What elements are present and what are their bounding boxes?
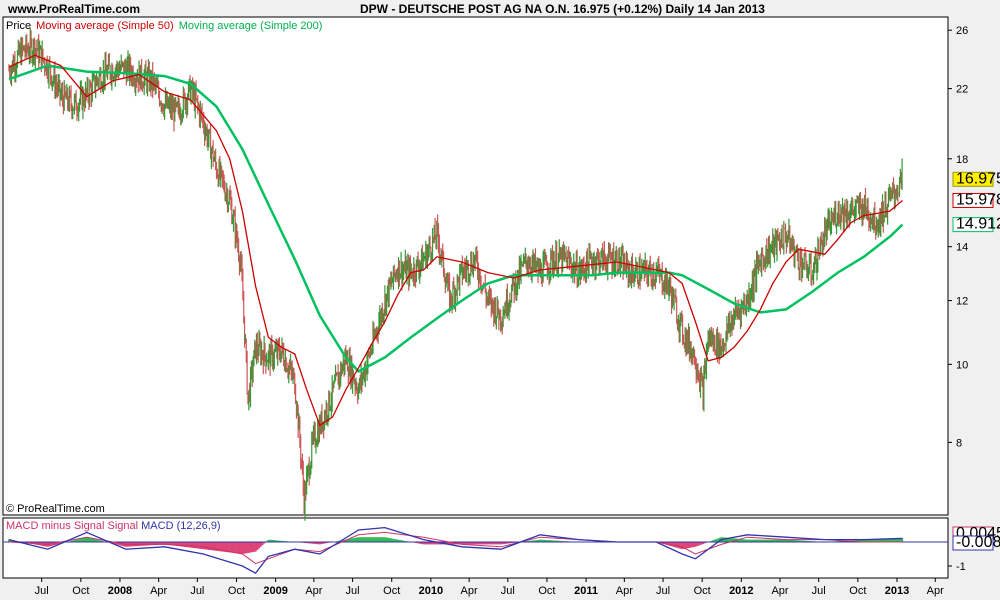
legend-ma50: Moving average (Simple 50) (36, 20, 174, 32)
price-legend: Price Moving average (Simple 50) Moving … (6, 20, 324, 32)
x-tick-label: 2008 (108, 585, 132, 597)
copyright: © ProRealTime.com (6, 503, 105, 515)
x-tick-label: Oct (538, 585, 555, 597)
last-ma50-badge-box (952, 192, 994, 208)
y-tick-label: 10 (956, 359, 968, 371)
y-tick-label: 26 (956, 25, 968, 37)
legend-macd-hist: MACD minus Signal (6, 520, 105, 532)
x-tick-label: Jul (346, 585, 360, 597)
last-ma200-badge-box (952, 217, 994, 233)
last-ma200-badge: 14.912 (956, 216, 1000, 233)
x-tick-label: Oct (849, 585, 866, 597)
last-macd-badge: -0.0084 (956, 534, 1000, 551)
x-tick-label: Oct (694, 585, 711, 597)
axis-layer: 8 10 12 14 18 22 26 -1 Jul Oct 2008 Apr Jul Oct 2009 Ap… (35, 25, 969, 597)
y-tick-label: 14 (956, 242, 968, 254)
price-series-layer (8, 27, 904, 521)
y-tick-label: 12 (956, 296, 968, 308)
legend-price: Price (6, 20, 32, 32)
header-bar: www.ProRealTime.com DPW - DEUTSCHE POST … (0, 0, 1000, 18)
legend-macd-signal: Signal (107, 520, 139, 532)
x-tick-label: 2012 (729, 585, 753, 597)
x-tick-label: Jul (656, 585, 670, 597)
x-tick-label: 2010 (419, 585, 443, 597)
site-name[interactable]: www.ProRealTime.com (8, 2, 141, 16)
x-tick-label: Apr (927, 585, 944, 597)
y-tick-label: 22 (956, 84, 968, 96)
x-tick-label: Jul (501, 585, 515, 597)
x-tick-label: 2013 (885, 585, 909, 597)
macd-legend: MACD minus Signal Signal MACD (12,26,9) (6, 520, 221, 532)
last-value-badges: 16.97515.97814.9120.0045-0.0084 (952, 170, 1000, 551)
x-tick-label: Apr (150, 585, 167, 597)
last-price-badge-box (952, 171, 994, 187)
macd-series-layer (3, 526, 948, 575)
last-price-badge: 16.975 (956, 170, 1000, 187)
x-tick-label: Oct (72, 585, 89, 597)
macd-tick-label: -1 (956, 561, 966, 573)
macd-line (8, 526, 903, 575)
x-tick-label: Apr (771, 585, 788, 597)
x-tick-label: Oct (383, 585, 400, 597)
last-ma50-badge: 15.978 (956, 191, 1000, 208)
ma200-line (8, 64, 904, 373)
y-tick-label: 8 (956, 437, 962, 449)
signal-line (8, 531, 903, 565)
chart-title: DPW - DEUTSCHE POST AG NA O.N. 16.975 (+… (360, 2, 765, 16)
x-tick-label: Apr (305, 585, 322, 597)
last-macd-badge-box (952, 535, 994, 551)
ma50-line (8, 54, 903, 427)
x-tick-label: Apr (461, 585, 478, 597)
x-tick-label: Jul (812, 585, 826, 597)
x-tick-label: 2009 (263, 585, 287, 597)
x-tick-label: Oct (228, 585, 245, 597)
x-tick-label: Jul (35, 585, 49, 597)
legend-ma200: Moving average (Simple 200) (178, 20, 323, 32)
y-tick-label: 18 (956, 154, 968, 166)
x-tick-label: 2011 (574, 585, 598, 597)
x-tick-label: Jul (190, 585, 204, 597)
legend-macd-line: MACD (12,26,9) (141, 520, 221, 532)
x-tick-label: Apr (616, 585, 633, 597)
